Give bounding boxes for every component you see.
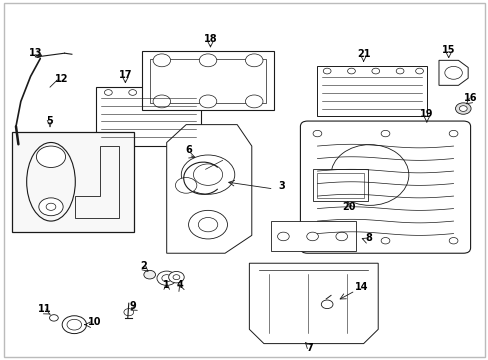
Circle shape	[193, 164, 222, 185]
Circle shape	[175, 177, 197, 193]
Text: 11: 11	[39, 304, 52, 314]
FancyBboxPatch shape	[300, 121, 469, 253]
Bar	[96, 87, 201, 146]
Text: 1: 1	[163, 280, 170, 290]
Text: 4: 4	[177, 280, 183, 290]
Circle shape	[371, 68, 379, 74]
Text: 3: 3	[278, 181, 285, 191]
Circle shape	[67, 319, 81, 330]
Circle shape	[128, 90, 136, 95]
Circle shape	[415, 68, 423, 74]
Circle shape	[157, 271, 176, 285]
Circle shape	[188, 210, 227, 239]
Circle shape	[199, 54, 216, 67]
Text: 5: 5	[46, 116, 53, 126]
Text: 16: 16	[463, 93, 476, 103]
Circle shape	[245, 54, 263, 67]
Circle shape	[153, 95, 170, 108]
Bar	[312, 169, 368, 202]
Bar	[317, 173, 363, 198]
Text: 20: 20	[342, 202, 355, 212]
Bar	[317, 66, 426, 116]
Text: 18: 18	[203, 35, 217, 45]
Circle shape	[347, 68, 355, 74]
Circle shape	[36, 146, 65, 167]
Text: 17: 17	[119, 70, 132, 80]
Circle shape	[153, 90, 161, 95]
Polygon shape	[438, 60, 467, 85]
Circle shape	[199, 95, 216, 108]
Circle shape	[448, 130, 457, 137]
Circle shape	[162, 275, 171, 282]
Bar	[271, 221, 356, 251]
Circle shape	[49, 315, 58, 321]
Circle shape	[104, 90, 112, 95]
Circle shape	[321, 300, 332, 309]
Circle shape	[458, 106, 466, 111]
Circle shape	[123, 309, 133, 316]
Circle shape	[143, 270, 155, 279]
Bar	[149, 59, 266, 103]
Circle shape	[46, 203, 56, 210]
Text: 13: 13	[29, 48, 42, 58]
Circle shape	[39, 198, 63, 216]
Text: 8: 8	[365, 233, 371, 243]
Text: 12: 12	[55, 74, 69, 84]
Text: 7: 7	[306, 343, 313, 353]
Polygon shape	[249, 263, 377, 343]
Circle shape	[395, 68, 403, 74]
Text: 9: 9	[129, 301, 136, 311]
Text: 2: 2	[140, 261, 147, 271]
Circle shape	[153, 54, 170, 67]
Polygon shape	[166, 125, 251, 253]
Circle shape	[181, 155, 234, 194]
Circle shape	[173, 275, 180, 280]
Circle shape	[277, 232, 288, 241]
Circle shape	[380, 130, 389, 137]
Circle shape	[168, 271, 184, 283]
Circle shape	[177, 90, 185, 95]
Bar	[12, 132, 133, 232]
Circle shape	[448, 238, 457, 244]
Text: 21: 21	[356, 49, 369, 59]
Text: 10: 10	[88, 317, 101, 327]
Circle shape	[312, 238, 321, 244]
Text: 6: 6	[185, 145, 192, 155]
Circle shape	[312, 130, 321, 137]
Circle shape	[444, 66, 461, 79]
Circle shape	[323, 68, 330, 74]
Circle shape	[198, 217, 217, 232]
Text: 15: 15	[441, 45, 454, 55]
Circle shape	[306, 232, 318, 241]
Bar	[142, 51, 273, 111]
Circle shape	[335, 232, 347, 241]
Circle shape	[455, 103, 470, 114]
Text: 14: 14	[354, 282, 367, 292]
Circle shape	[62, 316, 86, 334]
Circle shape	[245, 95, 263, 108]
Circle shape	[380, 238, 389, 244]
Text: 19: 19	[419, 109, 433, 120]
